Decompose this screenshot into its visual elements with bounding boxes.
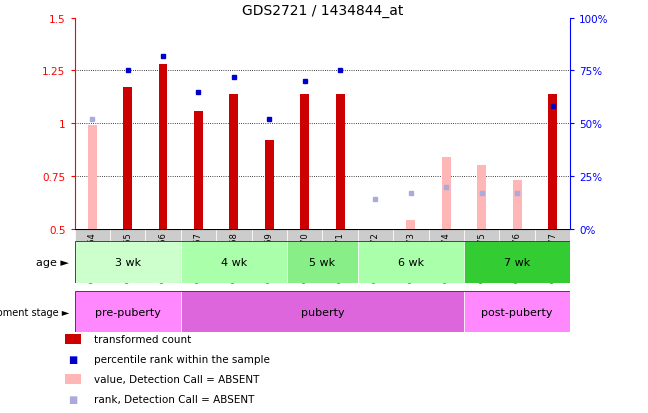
Text: 5 wk: 5 wk <box>309 257 336 267</box>
Text: transformed count: transformed count <box>94 335 191 344</box>
Bar <box>358 229 393 277</box>
Bar <box>75 242 181 283</box>
Bar <box>216 229 251 277</box>
Text: GSM148471: GSM148471 <box>336 232 345 282</box>
Text: GSM148472: GSM148472 <box>371 232 380 282</box>
Bar <box>181 291 464 332</box>
Text: percentile rank within the sample: percentile rank within the sample <box>94 354 270 364</box>
Text: development stage ►: development stage ► <box>0 307 69 317</box>
Bar <box>265 141 273 229</box>
Text: ■: ■ <box>68 394 77 404</box>
Bar <box>251 229 287 277</box>
Bar <box>393 229 428 277</box>
Text: 4 wk: 4 wk <box>221 257 247 267</box>
Bar <box>110 229 145 277</box>
Bar <box>336 95 345 229</box>
Bar <box>123 88 132 229</box>
Bar <box>287 229 322 277</box>
Bar <box>87 126 97 229</box>
Text: GSM148470: GSM148470 <box>300 232 309 282</box>
Text: GSM148465: GSM148465 <box>123 232 132 282</box>
Bar <box>181 229 216 277</box>
Bar <box>229 95 238 229</box>
Bar <box>464 291 570 332</box>
Bar <box>194 111 203 229</box>
Bar <box>548 95 557 229</box>
Bar <box>442 158 451 229</box>
Bar <box>464 229 500 277</box>
Bar <box>75 229 110 277</box>
Text: GSM148474: GSM148474 <box>442 232 451 282</box>
Text: post-puberty: post-puberty <box>481 307 553 317</box>
Bar <box>159 65 167 229</box>
Bar <box>287 242 358 283</box>
Bar <box>478 166 486 229</box>
Text: puberty: puberty <box>301 307 344 317</box>
Bar <box>322 229 358 277</box>
Text: rank, Detection Call = ABSENT: rank, Detection Call = ABSENT <box>94 394 254 404</box>
Bar <box>406 221 415 229</box>
Bar <box>300 95 309 229</box>
Text: age ►: age ► <box>36 257 69 267</box>
Text: ■: ■ <box>68 354 77 364</box>
Bar <box>464 242 570 283</box>
Text: GSM148466: GSM148466 <box>159 232 168 282</box>
Text: GSM148477: GSM148477 <box>548 232 557 282</box>
Bar <box>428 229 464 277</box>
Text: value, Detection Call = ABSENT: value, Detection Call = ABSENT <box>94 374 259 384</box>
Text: GSM148468: GSM148468 <box>229 232 238 282</box>
Text: pre-puberty: pre-puberty <box>95 307 161 317</box>
Bar <box>513 181 522 229</box>
Text: GSM148476: GSM148476 <box>513 232 522 282</box>
Text: 6 wk: 6 wk <box>398 257 424 267</box>
Text: 7 wk: 7 wk <box>504 257 530 267</box>
Text: GSM148473: GSM148473 <box>406 232 415 282</box>
Bar <box>358 242 464 283</box>
Text: 3 wk: 3 wk <box>115 257 141 267</box>
Text: GSM148464: GSM148464 <box>87 232 97 282</box>
Bar <box>535 229 570 277</box>
Title: GDS2721 / 1434844_at: GDS2721 / 1434844_at <box>242 4 403 18</box>
Bar <box>500 229 535 277</box>
Bar <box>75 291 181 332</box>
Text: GSM148469: GSM148469 <box>265 232 273 282</box>
Text: GSM148475: GSM148475 <box>477 232 486 282</box>
Text: GSM148467: GSM148467 <box>194 232 203 282</box>
Bar <box>181 242 287 283</box>
Bar <box>145 229 181 277</box>
